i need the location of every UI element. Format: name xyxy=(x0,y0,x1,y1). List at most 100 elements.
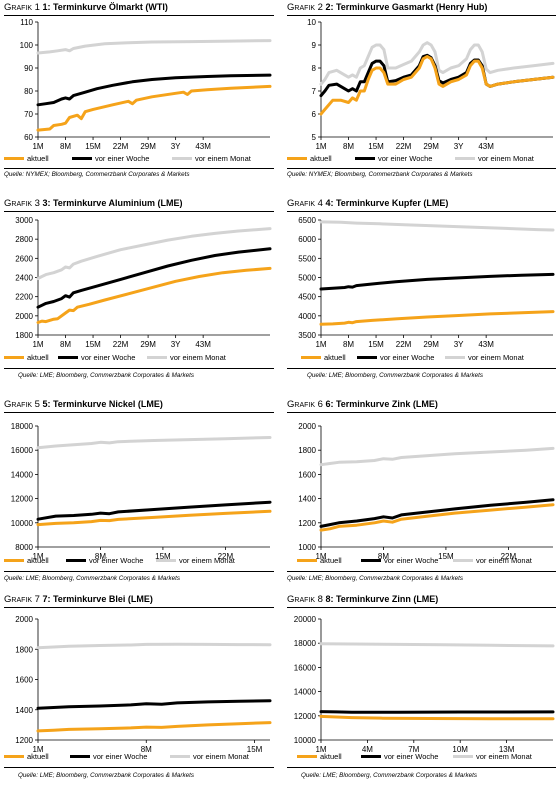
x-tick-label: 15M xyxy=(368,142,384,151)
line-chart: 10000 12000 14000 16000 18000 20000 1M 4M 7M 10M 1… xyxy=(294,615,555,754)
legend-item-monat: vor einem Monat xyxy=(156,556,235,565)
legend-label-woche: vor einer Woche xyxy=(384,752,439,761)
legend-label-aktuell: aktuell xyxy=(320,752,342,761)
legend-rule xyxy=(4,168,274,169)
chart-number: 1 xyxy=(42,2,48,12)
y-tick-label: 5500 xyxy=(298,254,316,263)
legend-swatch-aktuell xyxy=(4,755,24,758)
series-line-aktuell xyxy=(36,721,272,733)
chart-source: Quelle: LME; Bloomberg, Commerzbank Corp… xyxy=(307,372,484,379)
chart-title-prefix: Grafik 6 xyxy=(287,399,323,410)
title-rule xyxy=(287,607,556,608)
chart-number: 4 xyxy=(325,198,331,208)
legend-item-aktuell: aktuell xyxy=(4,353,49,362)
y-tick-label: 3500 xyxy=(298,331,316,340)
title-rule xyxy=(287,412,556,413)
legend-label-woche: vor einer Woche xyxy=(95,154,150,163)
legend-label-aktuell: aktuell xyxy=(27,556,49,565)
legend-label-aktuell: aktuell xyxy=(324,353,346,362)
chart-title-text: Terminkurve Kupfer (LME) xyxy=(335,198,449,208)
chart-number: 5 xyxy=(42,399,48,409)
line-chart: 60 70 80 90 100 110 1M 8M 15M 22M 29M 3Y 43M xyxy=(20,18,272,151)
series-line-woche xyxy=(319,498,555,528)
chart-title-text: Terminkurve Aluminium (LME) xyxy=(52,198,183,208)
title-rule xyxy=(4,15,274,16)
legend-item-monat: vor einem Monat xyxy=(172,154,251,163)
legend-swatch-aktuell xyxy=(287,157,307,160)
series-line-aktuell xyxy=(319,714,555,721)
legend-rule xyxy=(287,571,556,572)
y-tick-label: 1600 xyxy=(15,676,33,685)
y-tick-label: 90 xyxy=(24,64,33,73)
legend-item-woche: vor einer Woche xyxy=(361,752,438,761)
series-line-aktuell xyxy=(319,55,555,116)
legend-swatch-woche xyxy=(361,755,381,758)
chart-title: Grafik 1 1: Terminkurve Ölmarkt (WTI) xyxy=(4,2,168,13)
x-tick-label: 15M xyxy=(85,142,101,151)
x-tick-label: 15M xyxy=(438,552,454,561)
legend-swatch-monat xyxy=(445,356,465,359)
chart-source: Quelle: LME; Bloomberg, Commerzbank Corp… xyxy=(4,575,181,582)
x-tick-label: 8M xyxy=(141,745,152,754)
legend-label-woche: vor einer Woche xyxy=(384,556,439,565)
chart-title-text: Terminkurve Zinn (LME) xyxy=(335,594,439,604)
y-tick-label: 8 xyxy=(312,64,317,73)
legend-label-aktuell: aktuell xyxy=(27,752,49,761)
title-rule xyxy=(287,15,556,16)
y-tick-label: 7 xyxy=(312,87,317,96)
x-tick-label: 22M xyxy=(396,340,412,349)
chart-number: 6 xyxy=(325,399,331,409)
legend-swatch-woche xyxy=(357,356,377,359)
chart-number: 2 xyxy=(325,2,331,12)
y-tick-label: 10000 xyxy=(11,519,34,528)
legend-item-woche: vor einer Woche xyxy=(70,752,147,761)
y-tick-label: 70 xyxy=(24,110,33,119)
legend-label-aktuell: aktuell xyxy=(310,154,332,163)
y-tick-label: 80 xyxy=(24,87,33,96)
series-line-monat xyxy=(36,39,272,55)
legend-swatch-woche xyxy=(58,356,78,359)
x-tick-label: 3Y xyxy=(171,142,181,151)
series-line-monat xyxy=(36,436,272,450)
legend-label-monat: vor einem Monat xyxy=(476,556,532,565)
chart-title-text: Terminkurve Gasmarkt (Henry Hub) xyxy=(335,2,488,12)
y-tick-label: 1800 xyxy=(298,446,316,455)
x-tick-label: 3Y xyxy=(171,340,181,349)
chart-source: Quelle: LME; Bloomberg, Commerzbank Corp… xyxy=(287,575,464,582)
legend-label-woche: vor einer Woche xyxy=(380,353,435,362)
series-line-aktuell xyxy=(36,509,272,527)
y-tick-label: 1200 xyxy=(15,736,33,745)
legend-swatch-monat xyxy=(453,755,473,758)
legend: aktuell vor einer Woche vor einem Monat xyxy=(4,556,274,568)
legend-swatch-aktuell xyxy=(297,559,317,562)
x-tick-label: 1M xyxy=(32,552,43,561)
y-tick-label: 20000 xyxy=(294,615,317,624)
legend-rule xyxy=(4,767,274,768)
legend-item-monat: vor einem Monat xyxy=(147,353,226,362)
legend-swatch-aktuell xyxy=(4,157,24,160)
x-tick-label: 43M xyxy=(195,340,211,349)
legend-label-aktuell: aktuell xyxy=(320,556,342,565)
legend-item-aktuell: aktuell xyxy=(4,154,49,163)
legend-item-aktuell: aktuell xyxy=(4,556,49,565)
chart-source: Quelle: LME; Bloomberg, Commerzbank Corp… xyxy=(18,772,195,779)
x-tick-label: 1M xyxy=(315,340,326,349)
y-tick-label: 6500 xyxy=(298,216,316,225)
legend-item-woche: vor einer Woche xyxy=(58,353,135,362)
x-tick-label: 15M xyxy=(368,340,384,349)
legend-label-woche: vor einer Woche xyxy=(81,353,136,362)
series-line-monat xyxy=(36,227,272,280)
x-tick-label: 1M xyxy=(315,142,326,151)
legend-swatch-aktuell xyxy=(4,356,24,359)
x-tick-label: 3Y xyxy=(454,340,464,349)
y-tick-label: 10 xyxy=(307,18,316,27)
legend-label-aktuell: aktuell xyxy=(27,353,49,362)
chart-title: Grafik 8 8: Terminkurve Zinn (LME) xyxy=(287,594,439,605)
legend-swatch-monat xyxy=(172,157,192,160)
chart-source: Quelle: NYMEX; Bloomberg, Commerzbank Co… xyxy=(287,171,473,178)
line-chart: 8000 10000 12000 14000 16000 18000 1M 8M 15M 22M xyxy=(11,422,272,561)
legend-item-woche: vor einer Woche xyxy=(355,154,432,163)
legend-rule xyxy=(287,767,556,768)
x-tick-label: 43M xyxy=(195,142,211,151)
y-tick-label: 2400 xyxy=(15,274,33,283)
